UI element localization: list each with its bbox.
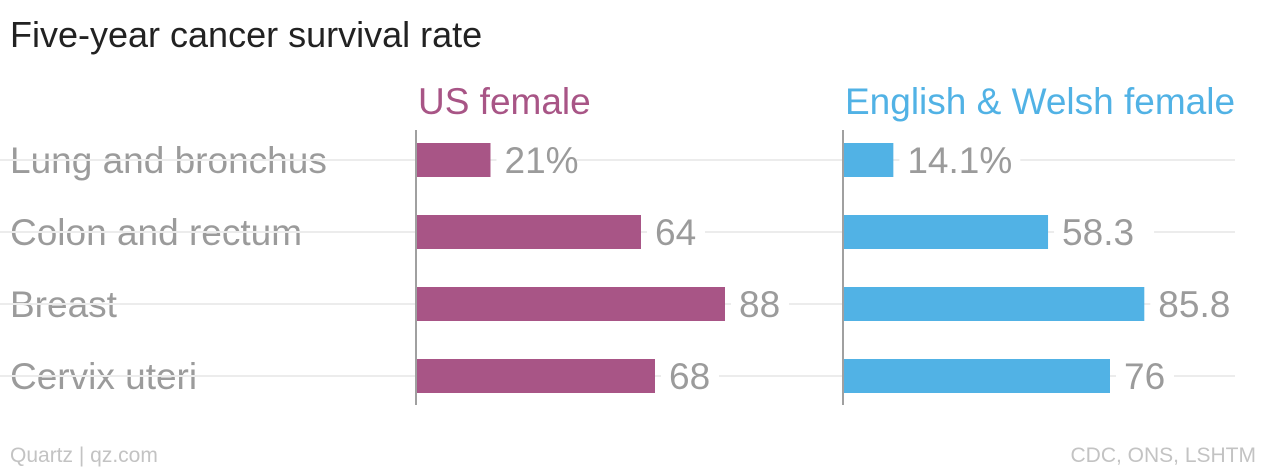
bar-english-welsh-female-cervix-uteri xyxy=(844,359,1110,393)
bar-us-female-breast xyxy=(417,287,725,321)
credit-label: Quartz | qz.com xyxy=(10,444,158,467)
bar-us-female-cervix-uteri xyxy=(417,359,655,393)
category-label-bg xyxy=(0,136,349,180)
data-label-bg xyxy=(647,210,705,254)
series-header-english-welsh-female: English & Welsh female xyxy=(845,81,1235,122)
series-header-us-female: US female xyxy=(418,81,591,122)
chart-title: Five-year cancer survival rate xyxy=(10,14,483,55)
data-label-bg xyxy=(496,138,576,182)
data-label-bg xyxy=(1054,210,1155,254)
data-label-bg xyxy=(1116,354,1174,398)
bar-english-welsh-female-colon-and-rectum xyxy=(844,215,1049,249)
data-label-bg xyxy=(661,354,719,398)
data-label-bg xyxy=(1150,282,1251,326)
category-label-bg xyxy=(0,352,220,396)
data-label-english-welsh-female-colon-and-rectum: 58.3 xyxy=(1062,212,1134,253)
bar-english-welsh-female-breast xyxy=(844,287,1145,321)
data-label-us-female-lung-and-bronchus: 21% xyxy=(505,140,579,181)
data-label-us-female-cervix-uteri: 68 xyxy=(669,356,710,397)
category-label-bg xyxy=(0,280,139,324)
data-label-bg xyxy=(899,138,1021,182)
category-label-bg xyxy=(0,208,325,252)
data-label-english-welsh-female-cervix-uteri: 76 xyxy=(1124,356,1165,397)
bar-english-welsh-female-lung-and-bronchus xyxy=(844,143,894,177)
bar-us-female-colon-and-rectum xyxy=(417,215,641,249)
data-label-english-welsh-female-lung-and-bronchus: 14.1% xyxy=(907,140,1012,181)
source-label: CDC, ONS, LSHTM xyxy=(1070,444,1256,467)
data-label-english-welsh-female-breast: 85.8 xyxy=(1158,284,1230,325)
bar-us-female-lung-and-bronchus xyxy=(417,143,491,177)
data-label-us-female-colon-and-rectum: 64 xyxy=(655,212,696,253)
data-label-us-female-breast: 88 xyxy=(739,284,780,325)
data-label-bg xyxy=(731,282,789,326)
